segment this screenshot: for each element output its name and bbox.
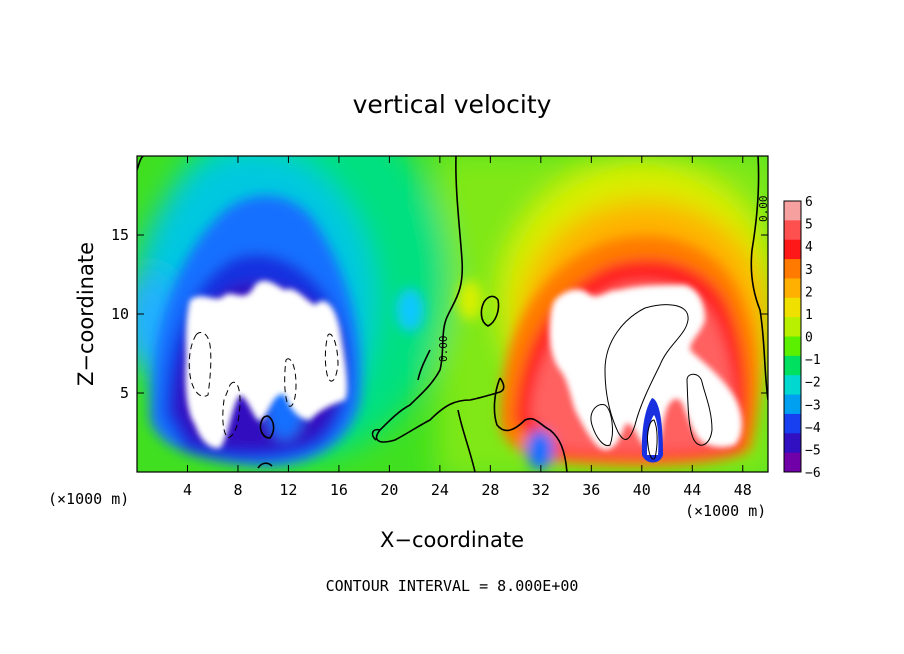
x-tick-label: 40: [633, 481, 651, 499]
contour-label-right: 0.00: [757, 196, 770, 223]
colorbar-label: −6: [805, 466, 821, 481]
x-tick-label: 44: [683, 481, 701, 499]
colorbar-swatch: [784, 452, 801, 473]
colorbar-swatch: [784, 278, 801, 299]
colorbar-swatch: [784, 336, 801, 357]
y-axis-title: Z−coordinate: [74, 242, 98, 386]
colorbar-label: 5: [805, 218, 813, 233]
x-axis-title: X−coordinate: [380, 528, 524, 552]
colorbar-label: −5: [805, 443, 821, 458]
colorbar-swatch: [784, 201, 801, 221]
x-tick-label: 36: [582, 481, 600, 499]
contour-interval-text: CONTOUR INTERVAL = 8.000E+00: [326, 577, 579, 595]
colorbar-swatch: [784, 355, 801, 376]
colorbar-label: 0: [805, 331, 813, 346]
colorbar-label: −4: [805, 421, 821, 436]
plot-field: [137, 156, 768, 472]
colorbar-swatch: [784, 297, 801, 318]
x-unit-left: (×1000 m): [48, 490, 129, 508]
colorbar-label: 3: [805, 263, 813, 278]
colorbar-swatch: [784, 394, 801, 415]
colorbar-swatch: [784, 220, 801, 241]
x-axis: 4 8 12 16 20 24 28 32 36 40 44 48: [183, 156, 752, 499]
colorbar-label: −3: [805, 398, 821, 413]
y-tick-label: 10: [111, 305, 129, 323]
x-tick-label: 28: [481, 481, 499, 499]
x-tick-label: 16: [330, 481, 348, 499]
colorbar-label: 1: [805, 308, 813, 323]
y-axis: 5 10 15: [111, 226, 768, 402]
x-tick-label: 24: [431, 481, 449, 499]
contour-label-center: 0.00: [437, 336, 450, 363]
x-tick-label: 48: [734, 481, 752, 499]
colorbar: 6 5 4 3 2 1 0 −1 −2 −3 −4 −5 −6: [783, 195, 821, 481]
x-tick-label: 4: [183, 481, 192, 499]
colorbar-label: 2: [805, 285, 813, 300]
colorbar-swatch: [784, 433, 801, 454]
chart-title: vertical velocity: [353, 90, 552, 119]
colorbar-label: −1: [805, 353, 821, 368]
colorbar-swatch: [784, 375, 801, 396]
colorbar-frame: [783, 200, 802, 473]
positive-contours: [590, 304, 713, 460]
colorbar-label: 6: [805, 195, 813, 210]
colorbar-swatch: [784, 239, 801, 260]
x-tick-label: 20: [380, 481, 398, 499]
colorbar-swatch: [784, 317, 801, 337]
x-tick-label: 32: [532, 481, 550, 499]
negative-contours: [188, 332, 339, 439]
colorbar-swatch: [784, 259, 801, 279]
x-tick-label: 12: [279, 481, 297, 499]
zero-contours: [137, 156, 768, 472]
x-tick-label: 8: [233, 481, 242, 499]
colorbar-label: −2: [805, 376, 821, 391]
colorbar-swatch: [784, 413, 801, 434]
y-tick-label: 15: [111, 226, 129, 244]
colorbar-label: 4: [805, 240, 813, 255]
y-tick-label: 5: [120, 384, 129, 402]
x-unit-right: (×1000 m): [685, 502, 766, 520]
